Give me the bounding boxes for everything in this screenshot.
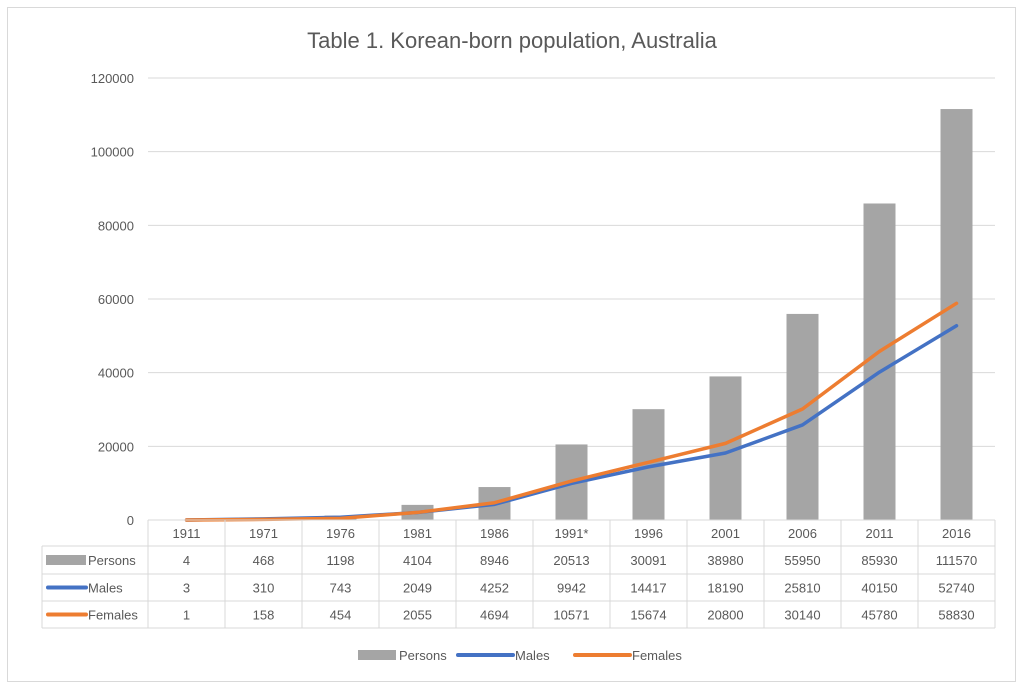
- legend-label: Males: [515, 648, 550, 663]
- data-label-males: 2049: [403, 581, 432, 596]
- data-label-persons: 468: [253, 553, 275, 568]
- data-label-persons: 38980: [707, 553, 743, 568]
- data-label-females: 1: [183, 608, 190, 623]
- x-category-label: 1991*: [555, 526, 589, 541]
- data-label-persons: 30091: [630, 553, 666, 568]
- bar-persons: [863, 203, 896, 521]
- y-tick-label: 0: [127, 513, 134, 528]
- data-label-males: 3: [183, 581, 190, 596]
- data-label-males: 310: [253, 581, 275, 596]
- y-tick-label: 120000: [91, 71, 134, 86]
- table-row-label: Females: [88, 608, 138, 623]
- bar-persons: [940, 109, 973, 520]
- y-tick-label: 60000: [98, 292, 134, 307]
- legend-label: Females: [632, 648, 682, 663]
- line-females: [184, 301, 959, 522]
- data-label-persons: 111570: [936, 553, 977, 568]
- data-label-females: 45780: [861, 608, 897, 623]
- legend-key-persons: [46, 555, 86, 565]
- data-label-persons: 1198: [327, 553, 355, 568]
- data-label-females: 10571: [553, 608, 589, 623]
- table-row-label: Persons: [88, 553, 136, 568]
- y-tick-label: 20000: [98, 439, 134, 454]
- x-category-label: 1971: [249, 526, 278, 541]
- data-label-males: 18190: [707, 581, 743, 596]
- legend-swatch-persons: [358, 650, 396, 660]
- data-label-persons: 85930: [861, 553, 897, 568]
- chart-frame: [7, 7, 1016, 682]
- legend-label: Persons: [399, 648, 447, 663]
- data-label-males: 743: [330, 581, 352, 596]
- data-label-males: 14417: [630, 581, 666, 596]
- x-category-label: 1976: [326, 526, 355, 541]
- y-tick-label: 40000: [98, 366, 134, 381]
- x-category-label: 2016: [942, 526, 971, 541]
- x-category-label: 1996: [634, 526, 663, 541]
- x-category-label: 1986: [480, 526, 509, 541]
- y-tick-label: 80000: [98, 218, 134, 233]
- x-category-label: 2006: [788, 526, 817, 541]
- data-label-males: 4252: [480, 581, 509, 596]
- data-label-persons: 8946: [480, 553, 509, 568]
- data-label-females: 4694: [480, 608, 509, 623]
- data-label-females: 158: [253, 608, 275, 623]
- data-label-males: 9942: [557, 581, 586, 596]
- data-label-females: 2055: [403, 608, 432, 623]
- data-label-persons: 4: [183, 553, 190, 568]
- chart-title: Table 1. Korean-born population, Austral…: [307, 28, 717, 53]
- data-label-females: 58830: [938, 608, 974, 623]
- x-category-label: 1911: [173, 526, 201, 541]
- data-label-females: 15674: [630, 608, 666, 623]
- x-category-label: 2001: [711, 526, 740, 541]
- data-label-males: 40150: [861, 581, 897, 596]
- table-row-label: Males: [88, 581, 123, 596]
- data-label-males: 25810: [784, 581, 820, 596]
- data-label-males: 52740: [938, 581, 974, 596]
- x-category-label: 1981: [403, 526, 432, 541]
- data-label-females: 30140: [784, 608, 820, 623]
- data-label-persons: 4104: [403, 553, 432, 568]
- data-label-persons: 55950: [784, 553, 820, 568]
- data-label-females: 20800: [707, 608, 743, 623]
- x-category-label: 2011: [866, 526, 894, 541]
- y-tick-label: 100000: [91, 145, 134, 160]
- data-label-females: 454: [330, 608, 352, 623]
- data-label-persons: 20513: [553, 553, 589, 568]
